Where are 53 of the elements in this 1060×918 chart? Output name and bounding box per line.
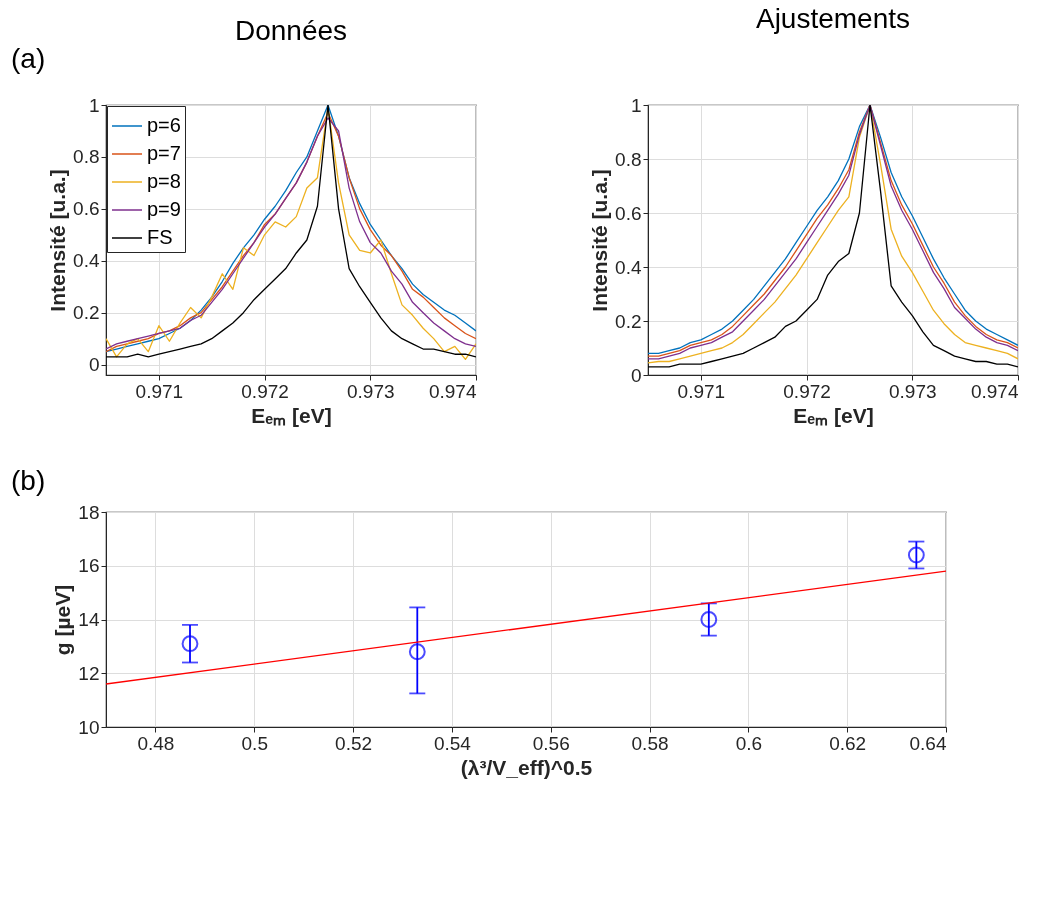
- chart-title: Données: [234, 15, 348, 46]
- x-tick-label: 0.973: [889, 380, 937, 402]
- x-tick-label: 0.972: [241, 380, 289, 402]
- y-tick-label: 12: [78, 662, 100, 684]
- x-tick-label: 0.971: [135, 380, 184, 402]
- y-tick-label: 1: [630, 94, 642, 116]
- y-tick-label: 0.2: [615, 310, 642, 332]
- point: [907, 546, 925, 564]
- x-tick-label: 0.973: [347, 380, 395, 402]
- y-tick-label: 0.4: [73, 250, 100, 272]
- y-axis-title: g [µeV]: [51, 584, 75, 656]
- y-tick-label: 0: [88, 354, 100, 376]
- x-tick-label: 0.974: [428, 380, 477, 402]
- x-axis-title: Eₑₘ [eV]: [251, 403, 332, 427]
- y-tick-label: 10: [78, 716, 100, 738]
- x-tick-label: 0.5: [241, 732, 268, 754]
- x-axis-title: Eₑₘ [eV]: [793, 403, 874, 427]
- x-tick-label: 0.58: [631, 732, 669, 754]
- point: [700, 611, 718, 628]
- legend-label: p=8: [147, 170, 181, 192]
- y-tick-label: 0.6: [615, 202, 642, 224]
- y-tick-label: 16: [78, 555, 100, 577]
- text: (a): [11, 43, 46, 74]
- legend-label: p=9: [147, 198, 181, 220]
- x-tick-label: 0.52: [335, 732, 373, 754]
- x-tick-label: 0.62: [829, 732, 867, 754]
- x-tick-label: 0.971: [677, 380, 726, 402]
- y-tick-label: 0.2: [73, 302, 100, 324]
- y-tick-label: 0.4: [615, 256, 642, 278]
- y-axis-title: Intensité [u.a.]: [588, 169, 612, 312]
- x-tick-label: 0.48: [137, 732, 175, 754]
- y-tick-label: 0.8: [615, 148, 642, 170]
- point: [408, 643, 426, 661]
- x-axis-title: (λ³/V_eff)^0.5: [460, 755, 593, 779]
- legend-label: FS: [147, 226, 173, 248]
- legend-label: p=6: [147, 114, 181, 136]
- x-tick-label: 0.56: [532, 732, 570, 754]
- y-tick-label: 14: [78, 609, 100, 630]
- point: [181, 635, 199, 653]
- legend-label: p=7: [147, 142, 181, 164]
- x-tick-label: 0.54: [433, 732, 472, 754]
- x-tick-label: 0.64: [909, 732, 947, 754]
- x-tick-label: 0.972: [783, 380, 831, 402]
- chart-title: Ajustements: [755, 3, 911, 34]
- y-axis-title: Intensité [u.a.]: [46, 169, 70, 312]
- x-tick-label: 0.974: [970, 380, 1019, 402]
- y-tick-label: 1: [88, 94, 100, 116]
- x-tick-label: 0.6: [735, 732, 763, 754]
- y-tick-label: 18: [78, 501, 100, 523]
- y-tick-label: 0: [630, 364, 642, 386]
- y-tick-label: 0.6: [73, 198, 100, 220]
- text: (b): [11, 465, 46, 496]
- y-tick-label: 0.8: [73, 146, 100, 168]
